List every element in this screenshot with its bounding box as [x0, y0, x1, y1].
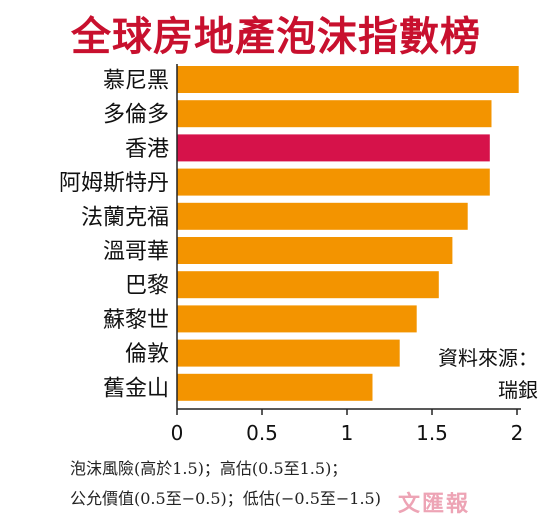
category-label-6: 巴黎	[125, 274, 169, 299]
watermark-logo: 文匯報	[398, 492, 471, 517]
category-label-7: 蘇黎世	[103, 308, 169, 333]
bar-7	[177, 305, 417, 333]
footnote: 泡沫風險(高於1.5)；高估(0.5至1.5)； 公允價值(0.5至−0.5)；…	[70, 454, 540, 514]
category-label-0: 慕尼黑	[103, 69, 169, 94]
x-tick-label-4: 2	[511, 421, 524, 445]
x-tick-label-1: 0.5	[246, 421, 278, 445]
source-label: 資料來源：	[438, 346, 538, 370]
bar-4	[177, 202, 468, 230]
bar-5	[177, 237, 453, 264]
category-label-1: 多倫多	[103, 103, 169, 128]
footnote-line-2: 公允價值(0.5至−0.5)；低估(−0.5至−1.5)	[70, 489, 381, 508]
bar-6	[177, 271, 439, 299]
footnote-line-1: 泡沫風險(高於1.5)；高估(0.5至1.5)；	[70, 459, 348, 478]
category-label-9: 舊金山	[103, 376, 169, 401]
bar-2	[177, 134, 490, 162]
bar-9	[177, 373, 373, 401]
x-tick-label-0: 0	[171, 421, 184, 445]
chart-title: 全球房地產泡沫指數榜	[71, 14, 481, 60]
category-label-8: 倫敦	[125, 342, 169, 367]
x-tick-label-3: 1.5	[416, 421, 448, 445]
bar-1	[177, 100, 492, 128]
bar-3	[177, 168, 490, 196]
category-label-2: 香港	[125, 137, 169, 162]
source-note: 資料來源： 瑞銀	[408, 342, 538, 406]
category-label-3: 阿姆斯特丹	[59, 171, 169, 196]
category-label-4: 法蘭克福	[81, 205, 169, 230]
category-label-5: 溫哥華	[103, 240, 169, 265]
bar-8	[177, 339, 400, 367]
bar-0	[177, 66, 519, 93]
x-tick-label-2: 1	[341, 421, 354, 445]
source-name: 瑞銀	[498, 378, 538, 402]
